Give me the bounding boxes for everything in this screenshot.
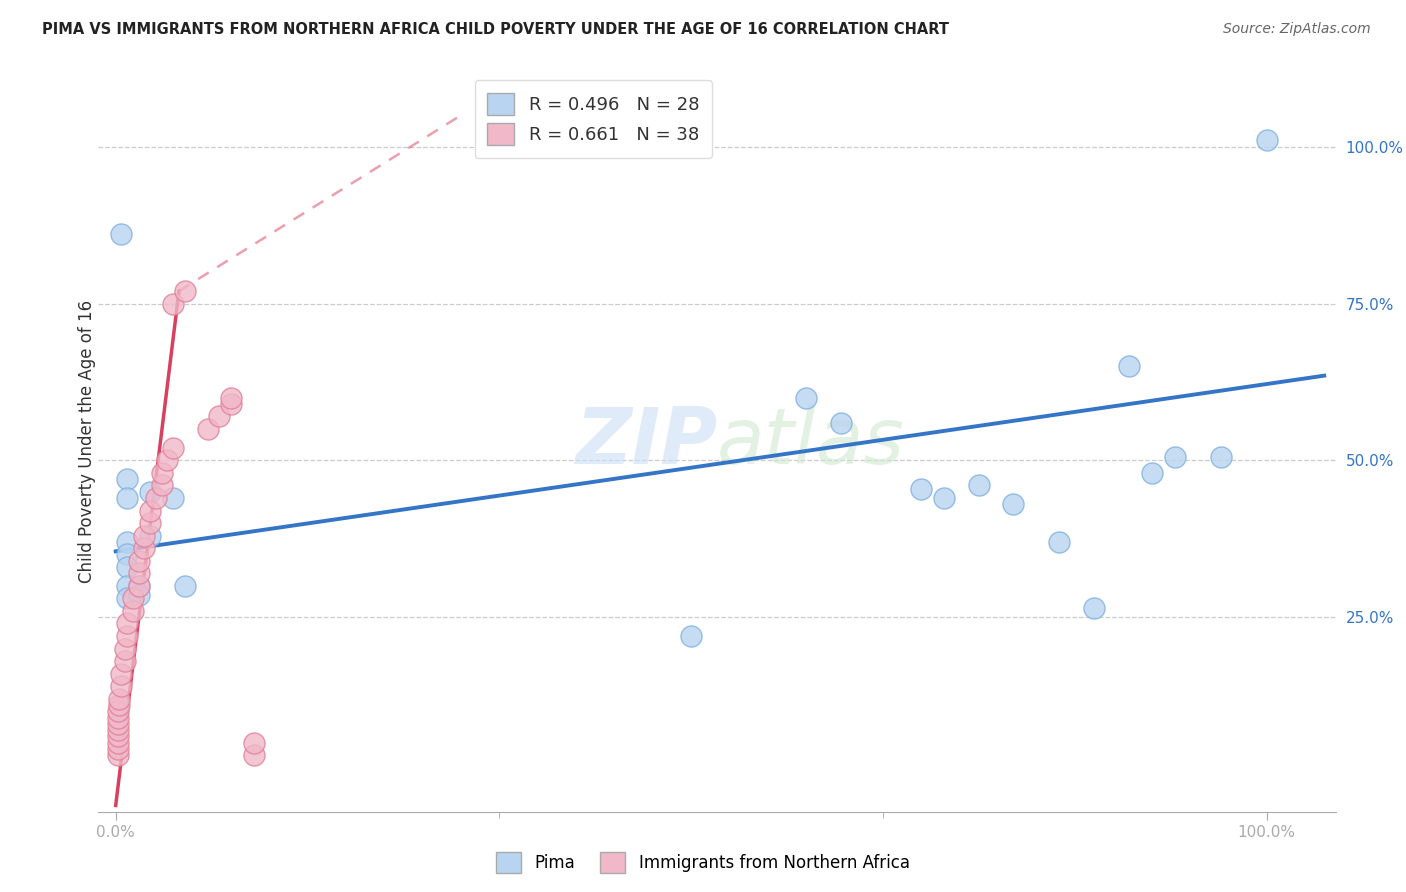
Point: [115, 591, 138, 606]
Point: [162, 441, 184, 455]
Point: [1209, 450, 1232, 465]
Point: [1083, 600, 1105, 615]
Point: [681, 629, 703, 643]
Text: Source: ZipAtlas.com: Source: ZipAtlas.com: [1223, 22, 1371, 37]
Point: [243, 748, 266, 763]
Point: [128, 579, 150, 593]
Point: [115, 491, 138, 505]
Point: [122, 591, 145, 606]
Point: [107, 717, 129, 731]
Point: [115, 616, 138, 631]
Legend: R = 0.496   N = 28, R = 0.661   N = 38: R = 0.496 N = 28, R = 0.661 N = 38: [475, 80, 711, 158]
Point: [107, 704, 129, 718]
Point: [1163, 450, 1185, 465]
Point: [156, 453, 179, 467]
Point: [219, 397, 242, 411]
Point: [139, 516, 162, 530]
Point: [197, 422, 219, 436]
Point: [1118, 359, 1140, 374]
Text: atlas: atlas: [717, 403, 905, 480]
Point: [1002, 497, 1025, 511]
Point: [934, 491, 956, 505]
Point: [128, 579, 150, 593]
Point: [830, 416, 852, 430]
Point: [128, 554, 150, 568]
Point: [115, 629, 138, 643]
Point: [139, 529, 162, 543]
Point: [128, 566, 150, 581]
Point: [115, 579, 138, 593]
Point: [108, 691, 131, 706]
Point: [108, 698, 131, 712]
Point: [219, 391, 242, 405]
Point: [114, 654, 136, 668]
Point: [115, 548, 138, 562]
Point: [107, 748, 129, 763]
Y-axis label: Child Poverty Under the Age of 16: Child Poverty Under the Age of 16: [79, 300, 96, 583]
Point: [115, 535, 138, 549]
Legend: Pima, Immigrants from Northern Africa: Pima, Immigrants from Northern Africa: [489, 846, 917, 880]
Point: [1256, 133, 1278, 147]
Point: [794, 391, 817, 405]
Point: [139, 503, 162, 517]
Point: [162, 491, 184, 505]
Text: ZIP: ZIP: [575, 403, 717, 480]
Point: [150, 478, 173, 492]
Point: [910, 482, 932, 496]
Point: [134, 529, 156, 543]
Point: [107, 710, 129, 724]
Point: [107, 723, 129, 738]
Point: [115, 560, 138, 574]
Point: [208, 409, 231, 424]
Point: [107, 730, 129, 744]
Point: [128, 588, 150, 602]
Point: [1049, 535, 1071, 549]
Point: [967, 478, 990, 492]
Point: [243, 736, 266, 750]
Point: [115, 472, 138, 486]
Point: [1140, 466, 1163, 480]
Point: [139, 484, 162, 499]
Text: PIMA VS IMMIGRANTS FROM NORTHERN AFRICA CHILD POVERTY UNDER THE AGE OF 16 CORREL: PIMA VS IMMIGRANTS FROM NORTHERN AFRICA …: [42, 22, 949, 37]
Point: [107, 742, 129, 756]
Point: [150, 466, 173, 480]
Point: [145, 491, 167, 505]
Point: [110, 666, 132, 681]
Point: [122, 604, 145, 618]
Point: [173, 284, 195, 298]
Point: [110, 679, 132, 693]
Point: [110, 227, 132, 242]
Point: [107, 736, 129, 750]
Point: [114, 641, 136, 656]
Point: [134, 541, 156, 556]
Point: [173, 579, 195, 593]
Point: [162, 296, 184, 310]
